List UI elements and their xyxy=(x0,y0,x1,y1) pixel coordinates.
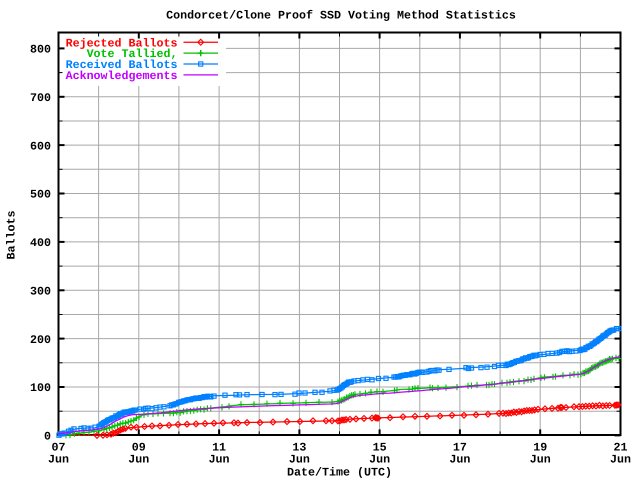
svg-text:15: 15 xyxy=(373,441,387,455)
svg-text:400: 400 xyxy=(30,236,51,250)
svg-text:700: 700 xyxy=(30,91,51,105)
svg-text:200: 200 xyxy=(30,333,51,347)
svg-text:800: 800 xyxy=(30,43,51,57)
svg-text:Jun: Jun xyxy=(449,453,470,467)
svg-text:0: 0 xyxy=(44,430,51,444)
svg-text:600: 600 xyxy=(30,139,51,153)
svg-text:Jun: Jun xyxy=(610,453,631,467)
svg-text:13: 13 xyxy=(292,441,306,455)
svg-text:Jun: Jun xyxy=(128,453,149,467)
svg-text:Acknowledgements: Acknowledgements xyxy=(66,69,178,83)
svg-text:Jun: Jun xyxy=(530,453,551,467)
svg-text:Jun: Jun xyxy=(369,453,390,467)
svg-text:500: 500 xyxy=(30,188,51,202)
svg-text:Date/Time (UTC): Date/Time (UTC) xyxy=(287,465,392,479)
svg-text:11: 11 xyxy=(212,441,226,455)
svg-text:Jun: Jun xyxy=(209,453,230,467)
svg-text:07: 07 xyxy=(52,441,66,455)
svg-text:21: 21 xyxy=(614,441,628,455)
svg-text:Received Ballots: Received Ballots xyxy=(66,58,178,72)
svg-text:Jun: Jun xyxy=(289,453,310,467)
svg-text:Jun: Jun xyxy=(48,453,69,467)
svg-text:Vote Tallied,: Vote Tallied, xyxy=(87,47,178,61)
svg-text:09: 09 xyxy=(132,441,146,455)
svg-text:Rejected Ballots: Rejected Ballots xyxy=(66,36,178,50)
svg-text:Condorcet/Clone Proof SSD Voti: Condorcet/Clone Proof SSD Voting Method … xyxy=(166,8,516,22)
svg-text:300: 300 xyxy=(30,284,51,298)
svg-text:100: 100 xyxy=(30,381,51,395)
svg-text:Ballots: Ballots xyxy=(5,211,19,260)
svg-text:19: 19 xyxy=(533,441,547,455)
svg-text:17: 17 xyxy=(453,441,467,455)
